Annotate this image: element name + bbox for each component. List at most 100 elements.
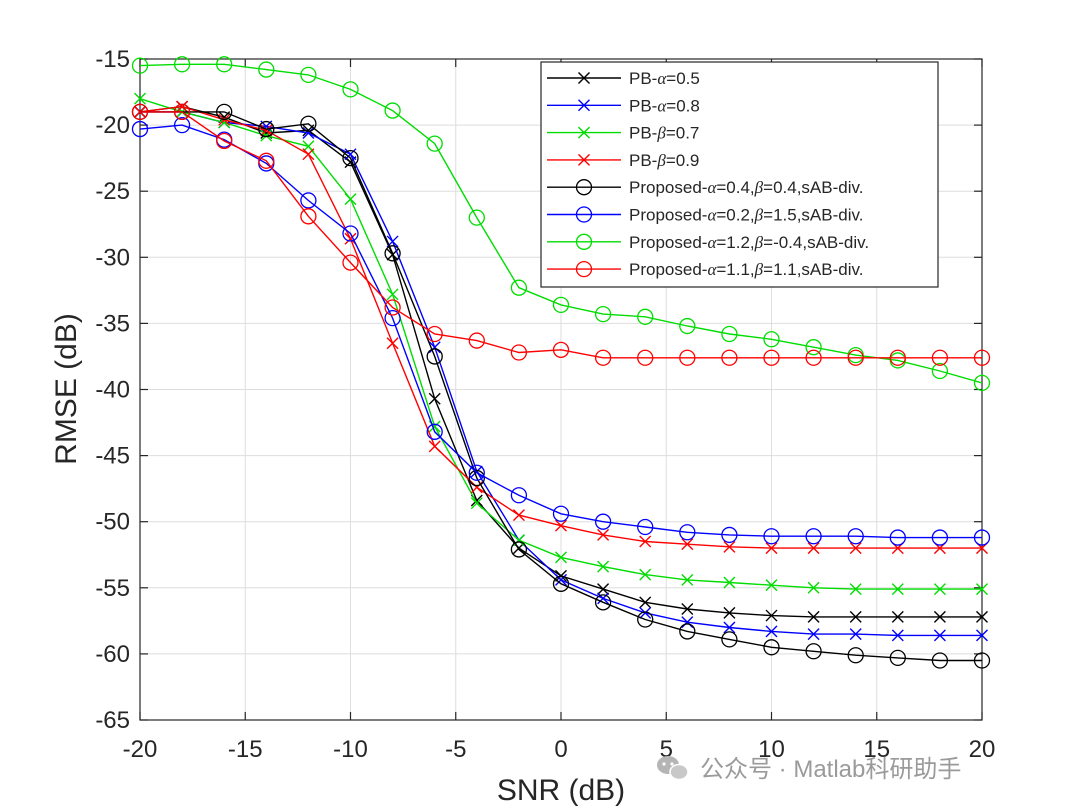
series-7 xyxy=(131,56,991,392)
data-point xyxy=(763,639,780,656)
y-tick-label: -60 xyxy=(95,641,130,668)
y-tick-label: -65 xyxy=(95,707,130,734)
legend-item: Proposed-α=1.2,β=-0.4,sAB-div. xyxy=(547,233,869,252)
x-tick-label: 10 xyxy=(758,736,785,763)
data-point xyxy=(344,148,357,161)
data-point xyxy=(805,349,822,366)
y-axis-label: RMSE (dB) xyxy=(50,313,83,465)
data-point xyxy=(384,102,401,119)
data-point xyxy=(386,288,399,301)
data-point xyxy=(468,464,485,481)
legend-item: Proposed-α=1.1,β=1.1,sAB-div. xyxy=(547,260,863,279)
legend-label: Proposed-α=0.4,β=0.4,sAB-div. xyxy=(629,178,863,197)
data-point xyxy=(386,337,399,350)
data-point xyxy=(342,225,359,242)
data-point xyxy=(428,392,441,405)
data-point xyxy=(721,349,738,366)
legend-marker xyxy=(575,233,593,250)
data-point xyxy=(426,325,443,343)
data-point xyxy=(976,610,988,623)
data-point xyxy=(552,505,570,522)
data-point xyxy=(594,305,612,323)
legend-marker xyxy=(578,72,590,84)
data-point xyxy=(510,541,528,558)
data-point xyxy=(973,652,991,669)
legend-marker xyxy=(575,260,593,278)
data-point xyxy=(300,115,317,132)
y-tick-label: -55 xyxy=(95,575,130,602)
data-point xyxy=(805,339,822,356)
data-point xyxy=(721,526,738,544)
data-point xyxy=(807,628,820,641)
data-point xyxy=(260,124,273,137)
data-point xyxy=(805,528,822,545)
data-point xyxy=(889,529,906,546)
legend-label: PB-β=0.7 xyxy=(629,124,699,143)
data-point xyxy=(594,513,612,530)
series-5 xyxy=(131,103,991,669)
legend-label: PB-α=0.8 xyxy=(629,96,700,115)
data-point xyxy=(933,610,946,623)
data-point xyxy=(216,132,233,150)
data-point xyxy=(807,610,820,623)
legend-marker xyxy=(575,206,593,223)
legend-item: Proposed-α=0.4,β=0.4,sAB-div. xyxy=(547,178,863,197)
data-point xyxy=(765,609,778,622)
data-point xyxy=(300,208,317,225)
data-point xyxy=(258,61,275,78)
data-point xyxy=(681,602,694,615)
data-point xyxy=(510,344,528,361)
data-point xyxy=(763,349,780,366)
data-point xyxy=(763,528,780,545)
data-point xyxy=(597,583,610,596)
data-point xyxy=(468,332,485,349)
data-point xyxy=(639,596,652,609)
data-point xyxy=(637,518,654,536)
data-point xyxy=(470,497,483,510)
legend-item: Proposed-α=0.2,β=1.5,sAB-div. xyxy=(547,206,863,225)
data-point xyxy=(555,551,567,564)
data-point xyxy=(300,192,317,209)
data-point xyxy=(931,349,949,366)
data-point xyxy=(723,576,736,589)
data-point xyxy=(384,299,401,316)
legend-label: PB-β=0.9 xyxy=(629,151,699,170)
data-point xyxy=(847,349,864,366)
data-point xyxy=(679,317,696,335)
data-point xyxy=(468,469,485,487)
data-point xyxy=(805,643,822,660)
data-point xyxy=(344,193,357,206)
data-point xyxy=(134,92,146,105)
data-point xyxy=(176,100,189,113)
data-point xyxy=(721,325,738,343)
data-point xyxy=(594,349,612,366)
data-point xyxy=(173,56,191,73)
data-point xyxy=(847,647,864,664)
legend-marker xyxy=(575,179,593,196)
legend-marker xyxy=(578,99,590,112)
data-point xyxy=(681,616,694,629)
data-point xyxy=(933,583,946,596)
x-axis-label: SNR (dB) xyxy=(497,774,625,807)
data-point xyxy=(173,116,191,134)
legend-item: PB-α=0.8 xyxy=(547,96,700,115)
data-point xyxy=(342,81,359,98)
data-point xyxy=(173,103,191,121)
data-point xyxy=(847,528,864,545)
data-point xyxy=(131,103,149,121)
data-point xyxy=(931,362,949,380)
x-tick-label: 15 xyxy=(863,736,890,763)
data-point xyxy=(889,649,906,667)
data-point xyxy=(468,209,485,226)
legend-item: PB-β=0.9 xyxy=(547,151,699,170)
data-point xyxy=(342,254,359,271)
watermark: 公众号 · Matlab科研助手 xyxy=(657,756,961,783)
data-point xyxy=(555,519,567,532)
data-point xyxy=(931,529,949,546)
data-point xyxy=(426,348,443,365)
y-tick-label: -50 xyxy=(95,509,130,536)
data-point xyxy=(849,628,862,641)
data-point xyxy=(931,652,949,669)
data-point xyxy=(384,245,401,262)
